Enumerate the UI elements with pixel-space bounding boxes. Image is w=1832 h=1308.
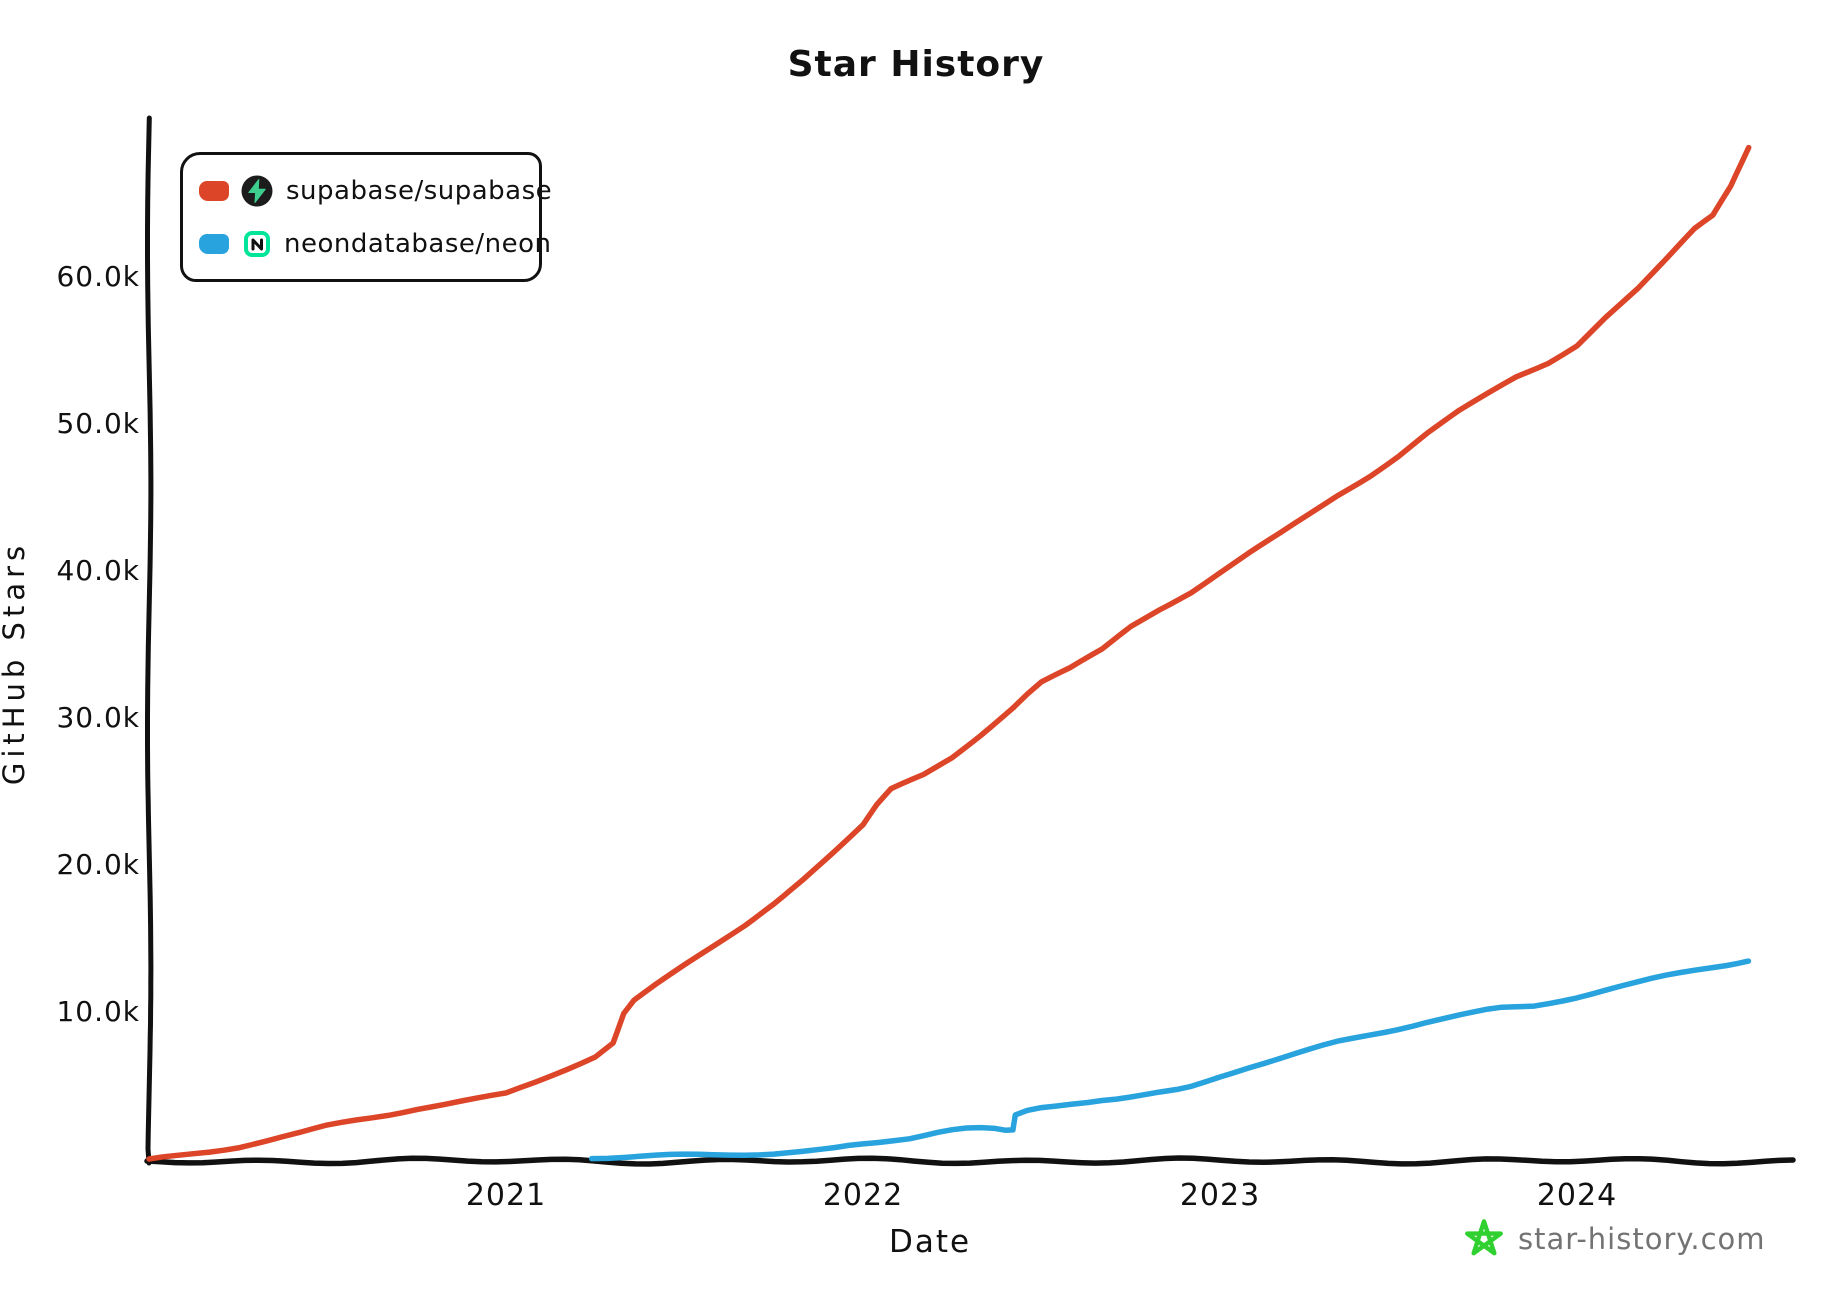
y-tick-label-60.0k: 60.0k: [56, 260, 140, 293]
series-color-swatch-neon: [199, 234, 229, 254]
y-tick-label-20.0k: 20.0k: [56, 848, 140, 881]
watermark-url: star-history.com: [1518, 1222, 1766, 1256]
chart-title: Star History: [787, 44, 1045, 85]
legend-label-neon: neondatabase/neon: [284, 229, 552, 259]
y-tick-label-30.0k: 30.0k: [56, 701, 140, 734]
series-line-neondatabase: [588, 958, 1752, 1162]
neon-logo-icon: [244, 231, 270, 257]
legend-item-neon[interactable]: neondatabase/neon: [199, 221, 551, 267]
y-tick-label-50.0k: 50.0k: [56, 407, 140, 440]
x-tick-label-2021: 2021: [465, 1178, 547, 1213]
y-tick-label-40.0k: 40.0k: [56, 554, 140, 587]
x-tick-label-2024: 2024: [1536, 1178, 1618, 1213]
legend: supabase/supabase neondatabase/neon: [180, 152, 552, 282]
legend-item-supabase[interactable]: supabase/supabase: [199, 168, 552, 214]
star-logo-icon: [1465, 1219, 1503, 1256]
x-tick-label-2023: 2023: [1179, 1178, 1261, 1213]
legend-label-supabase: supabase/supabase: [286, 176, 553, 206]
x-tick-label-2022: 2022: [822, 1178, 904, 1213]
y-axis-line: [145, 115, 154, 1166]
supabase-logo-icon: [241, 175, 273, 207]
x-axis-title: Date: [888, 1224, 972, 1260]
series-color-swatch-supabase: [199, 181, 229, 201]
watermark[interactable]: star-history.com: [1462, 1216, 1766, 1262]
y-tick-label-10.0k: 10.0k: [56, 995, 140, 1028]
x-axis-line: [144, 1155, 1796, 1167]
series-line-supabase: [146, 144, 1752, 1162]
